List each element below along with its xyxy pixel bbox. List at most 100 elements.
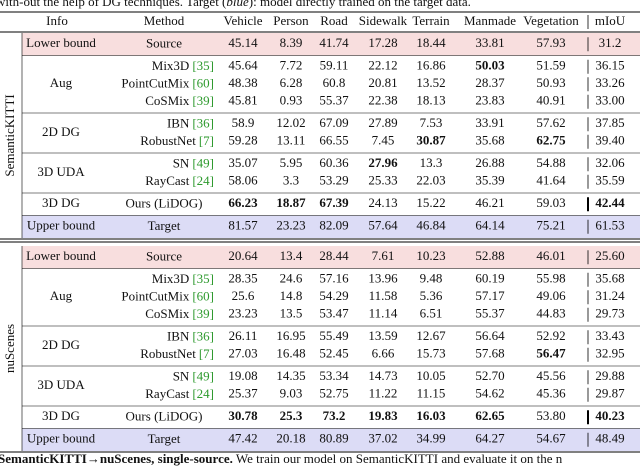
method-cell: Source	[146, 248, 182, 263]
value-cell: 33.43	[595, 328, 624, 343]
value-cell: 13.4	[280, 248, 303, 263]
method-name: RobustNet	[140, 346, 196, 361]
value-cell: 80.89	[319, 431, 348, 446]
citation: [35]	[192, 271, 214, 286]
value-cell: 54.88	[536, 155, 565, 170]
method-cell: Source	[146, 35, 182, 50]
value-cell: 3.3	[283, 173, 299, 188]
value-cell: 26.11	[229, 328, 258, 343]
value-cell: 33.26	[595, 75, 625, 90]
group-label: Upper bound	[27, 431, 96, 446]
value-cell: 57.64	[368, 218, 398, 233]
value-cell: 13.96	[368, 271, 398, 286]
header-cell: Terrain	[412, 13, 450, 28]
value-cell: 53.47	[319, 306, 349, 321]
method-name: CoSMix	[145, 306, 190, 321]
value-cell: 17.28	[368, 35, 397, 50]
value-cell: 11.58	[369, 288, 398, 303]
value-cell: 28.37	[475, 75, 505, 90]
value-cell: 7.45	[372, 133, 395, 148]
value-cell: 11.22	[369, 386, 398, 401]
method-name: Target	[148, 431, 181, 446]
caption-text: ): model directly trained on the target …	[249, 0, 471, 9]
value-cell: 52.88	[475, 248, 504, 263]
header-cell: mIoU	[595, 13, 626, 28]
value-cell: 20.81	[368, 75, 397, 90]
method-name: RayCast	[145, 386, 189, 401]
value-cell: 45.81	[228, 93, 257, 108]
value-cell: 20.64	[228, 248, 258, 263]
value-cell: 18.44	[416, 35, 446, 50]
value-cell: 16.03	[416, 408, 446, 423]
value-cell: 75.21	[536, 218, 565, 233]
value-cell: 14.35	[276, 368, 305, 383]
group-label: 3D UDA	[37, 164, 85, 179]
citation: [7]	[199, 133, 214, 148]
method-name: PointCutMix	[121, 288, 189, 303]
method-cell: PointCutMix [60]	[121, 75, 214, 90]
value-cell: 40.91	[536, 93, 565, 108]
value-cell: 56.47	[536, 346, 566, 361]
header-cell: Person	[273, 13, 309, 28]
value-cell: 51.59	[536, 58, 565, 73]
value-cell: 6.51	[420, 306, 443, 321]
value-cell: 11.14	[369, 306, 398, 321]
value-cell: 25.3	[280, 408, 303, 423]
value-cell: 50.93	[536, 75, 565, 90]
value-cell: 20.18	[276, 431, 305, 446]
value-cell: 25.33	[368, 173, 397, 188]
citation: [24]	[192, 173, 214, 188]
value-cell: 66.23	[228, 195, 258, 210]
section-label: nuScenes	[2, 324, 17, 373]
value-cell: 45.64	[228, 58, 258, 73]
value-cell: 52.92	[536, 328, 565, 343]
method-name: PointCutMix	[121, 75, 189, 90]
value-cell: 55.37	[475, 306, 505, 321]
value-cell: 16.86	[416, 58, 446, 73]
method-cell: Target	[148, 218, 181, 233]
caption-bold: SemanticKITTI→nuScenes, single-source.	[0, 451, 233, 466]
value-cell: 60.36	[319, 155, 349, 170]
value-cell: 50.03	[475, 58, 505, 73]
value-cell: 42.44	[595, 195, 625, 210]
value-cell: 0.93	[280, 93, 303, 108]
method-name: SN	[173, 155, 190, 170]
method-cell: Ours (LiDOG)	[126, 195, 203, 210]
value-cell: 7.53	[420, 115, 443, 130]
value-cell: 67.09	[319, 115, 348, 130]
method-cell: PointCutMix [60]	[121, 288, 214, 303]
value-cell: 57.93	[536, 35, 565, 50]
method-name: SN	[173, 368, 190, 383]
citation: [49]	[192, 368, 214, 383]
citation: [60]	[192, 288, 214, 303]
value-cell: 57.17	[475, 288, 505, 303]
value-cell: 59.28	[228, 133, 257, 148]
highlight-band	[22, 428, 640, 451]
value-cell: 53.80	[536, 408, 565, 423]
method-cell: RayCast [24]	[145, 173, 214, 188]
value-cell: 57.16	[319, 271, 349, 286]
method-cell: IBN [36]	[167, 328, 214, 343]
value-cell: 45.14	[228, 35, 258, 50]
value-cell: 39.40	[595, 133, 624, 148]
method-name: CoSMix	[145, 93, 190, 108]
method-name: RayCast	[145, 173, 189, 188]
method-name: Source	[146, 35, 182, 50]
value-cell: 57.68	[475, 346, 504, 361]
value-cell: 73.2	[323, 408, 346, 423]
group-label: Aug	[50, 288, 73, 303]
value-cell: 35.68	[595, 271, 624, 286]
value-cell: 33.91	[475, 115, 504, 130]
value-cell: 36.15	[595, 58, 624, 73]
value-cell: 52.75	[319, 386, 348, 401]
value-cell: 60.19	[475, 271, 504, 286]
value-cell: 18.13	[416, 93, 445, 108]
highlight-band	[22, 246, 640, 269]
value-cell: 45.36	[536, 386, 566, 401]
citation: [36]	[192, 115, 214, 130]
value-cell: 33.81	[475, 35, 504, 50]
citation: [35]	[192, 58, 214, 73]
value-cell: 48.38	[228, 75, 257, 90]
value-cell: 23.23	[228, 306, 257, 321]
